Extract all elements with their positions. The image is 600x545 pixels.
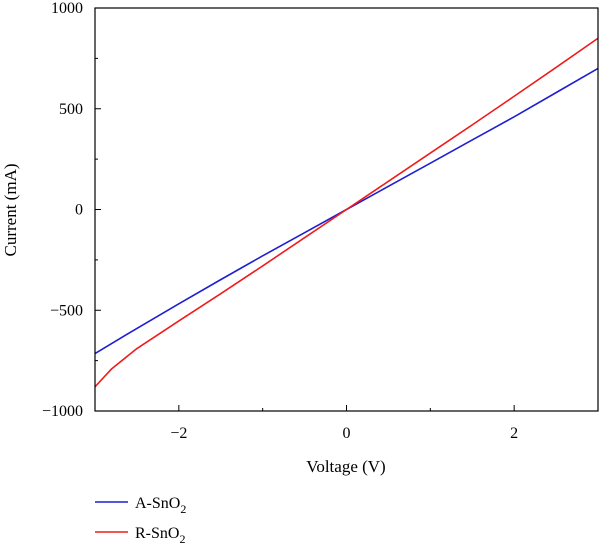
x-axis-title: Voltage (V) <box>306 457 385 476</box>
series-line-r-sno2 <box>94 37 599 388</box>
y-tick-label: 1000 <box>51 0 83 17</box>
x-tick-label: 0 <box>343 425 351 442</box>
legend-label: A-SnO2 <box>135 495 186 516</box>
legend-label: R-SnO2 <box>135 525 185 545</box>
y-axis-title: Current (mA) <box>1 163 20 256</box>
y-tick-label: 0 <box>75 202 83 219</box>
x-tick-label: −2 <box>170 425 187 442</box>
legend: A-SnO2 R-SnO2 <box>95 495 186 545</box>
axis-ticks: −2 0 2 −1000 −500 0 500 1000 <box>42 0 599 442</box>
y-tick-label: −500 <box>50 302 83 319</box>
y-tick-label: 500 <box>59 101 83 118</box>
series-line-a-sno2 <box>94 67 599 355</box>
x-tick-label: 2 <box>510 425 518 442</box>
y-tick-label: −1000 <box>42 403 83 420</box>
plot-marks <box>94 37 599 388</box>
